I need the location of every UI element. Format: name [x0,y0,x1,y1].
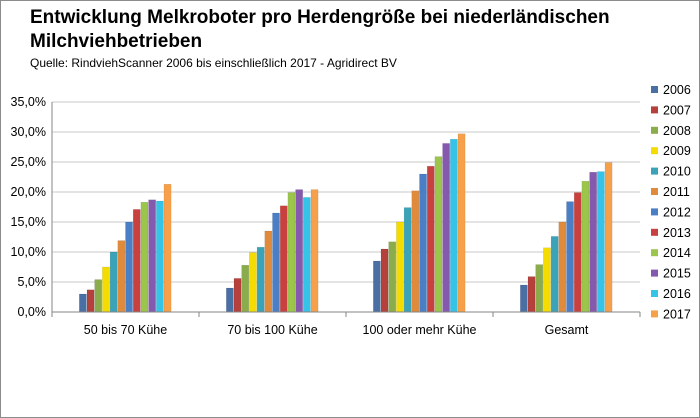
y-tick-label: 35,0% [11,95,46,109]
x-axis: 50 bis 70 Kühe 70 bis 100 Kühe 100 oder me… [51,311,641,337]
legend-label: 2009 [663,144,691,158]
bar-2014-2 [287,192,296,313]
bar-2011-4 [558,221,567,313]
bar-2009-1 [102,266,110,313]
y-tick-label: 15,0% [11,215,46,229]
legend-swatch-2014 [651,249,658,257]
legend-label: 2015 [663,267,691,281]
bar-2013-4 [573,192,582,313]
bar-2006-4 [520,284,528,313]
bar-2009-3 [396,221,404,313]
y-axis: 0,0% 5,0% 10,0% 15,0% 20,0% 25,0% 30,0% 35,0% [11,95,53,319]
y-tick-label: 0,0% [18,305,47,319]
x-category-label: 70 bis 100 Kühe [227,323,317,337]
legend-label: 2012 [663,205,691,219]
bar-2009-2 [249,252,257,313]
legend-label: 2008 [663,124,691,138]
bar-2007-3 [380,248,389,313]
legend-swatch-2008 [651,126,658,134]
bar-2011-3 [411,190,420,313]
bar-2016-1 [156,200,164,313]
bar-2006-2 [226,287,234,313]
bar-2012-1 [125,221,133,313]
bar-2016-3 [450,138,458,313]
bar-2016-4 [597,171,605,313]
bar-2015-3 [442,143,450,313]
y-tick-label: 30,0% [11,125,46,139]
bar-2011-1 [117,240,126,313]
bar-2013-2 [279,205,288,313]
legend-swatch-2007 [651,106,658,114]
bar-2009-4 [543,247,551,313]
bar-2014-3 [434,156,443,313]
bars [79,133,613,313]
legend-swatch-2006 [651,86,658,93]
y-tick-label: 10,0% [11,245,46,259]
bar-2013-3 [426,165,435,313]
bar-2015-4 [589,171,597,313]
bar-2012-2 [272,212,280,313]
bar-2012-4 [566,201,574,313]
bar-2017-4 [604,162,613,313]
legend-swatch-2012 [651,208,658,216]
chart-title: Entwicklung Melkroboter pro Herdengröße … [30,7,610,52]
chart-subtitle: Quelle: RindviehScanner 2006 bis einschl… [30,56,397,70]
legend-swatch-2015 [651,269,658,277]
legend-label: 2010 [663,165,691,179]
y-tick-label: 25,0% [11,155,46,169]
bar-2008-1 [94,279,103,313]
legend-swatch-2010 [651,167,658,175]
bar-2010-3 [403,207,412,313]
bar-2008-2 [241,264,250,313]
bar-2015-2 [295,189,303,313]
legend-swatch-2009 [651,147,658,155]
bar-2017-3 [457,133,466,313]
bar-2007-1 [86,289,95,313]
y-tick-label: 5,0% [18,275,47,289]
x-category-label: 100 oder mehr Kühe [363,323,477,337]
legend-label: 2011 [663,185,690,199]
bar-2013-1 [132,209,141,313]
bar-2011-2 [264,230,273,313]
bar-2015-1 [148,199,156,313]
legend-label: 2017 [663,307,691,321]
y-tick-label: 20,0% [11,185,46,199]
legend-swatch-2016 [651,290,658,297]
x-category-label: Gesamt [545,323,589,337]
legend-label: 2014 [663,246,691,260]
bar-2017-1 [163,183,172,313]
legend-swatch-2011 [651,188,658,195]
bar-2012-3 [419,173,427,313]
legend: 2006 2007 2008 2009 2010 2011 2012 2013 2014 2015… [651,83,691,321]
legend-label: 2007 [663,103,691,117]
bar-2010-4 [550,236,559,313]
bar-2006-1 [79,293,87,313]
legend-label: 2013 [663,226,691,240]
bar-2016-2 [303,197,311,313]
bar-2008-4 [535,264,544,313]
legend-label: 2016 [663,287,691,301]
legend-swatch-2013 [651,228,658,236]
legend-label: 2006 [663,83,691,97]
bar-2008-3 [388,241,397,313]
bar-2006-3 [373,260,381,313]
bar-2010-1 [109,251,118,313]
bar-2007-2 [233,278,242,313]
bar-2010-2 [256,246,265,313]
legend-swatch-2017 [651,310,658,318]
x-category-label: 50 bis 70 Kühe [84,323,167,337]
bar-2007-4 [527,276,536,313]
bar-2017-2 [310,189,319,313]
bar-2014-4 [581,180,590,313]
bar-2014-1 [140,201,149,313]
